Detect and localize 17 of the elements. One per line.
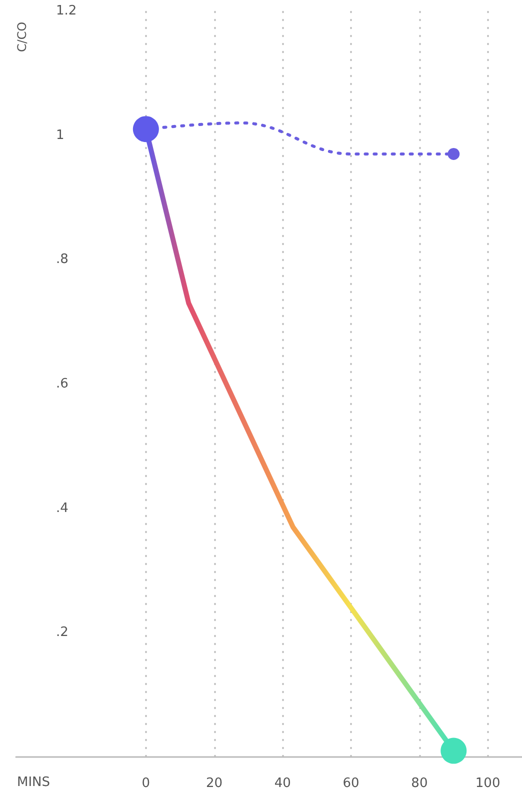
y-tick-label: .6	[56, 376, 68, 392]
x-tick-label: 80	[411, 776, 428, 791]
y-tick-label: 1	[56, 128, 64, 143]
point	[132, 116, 159, 142]
x-tick-label: 60	[342, 776, 360, 791]
x-tick-label: 100	[475, 776, 500, 791]
x-tick-label: 40	[274, 776, 291, 791]
y-axis-title: C/CO	[15, 22, 29, 52]
point	[440, 738, 467, 764]
y-tick-label: .8	[56, 252, 68, 268]
point	[448, 148, 460, 160]
x-axis-title: MINS	[17, 775, 50, 790]
y-tick-label: .4	[56, 500, 68, 516]
y-tick-label: 1.2	[56, 4, 77, 18]
x-tick-label: 20	[206, 776, 223, 791]
y-tick-label: .2	[56, 625, 68, 640]
x-tick-label: 0	[142, 776, 150, 791]
